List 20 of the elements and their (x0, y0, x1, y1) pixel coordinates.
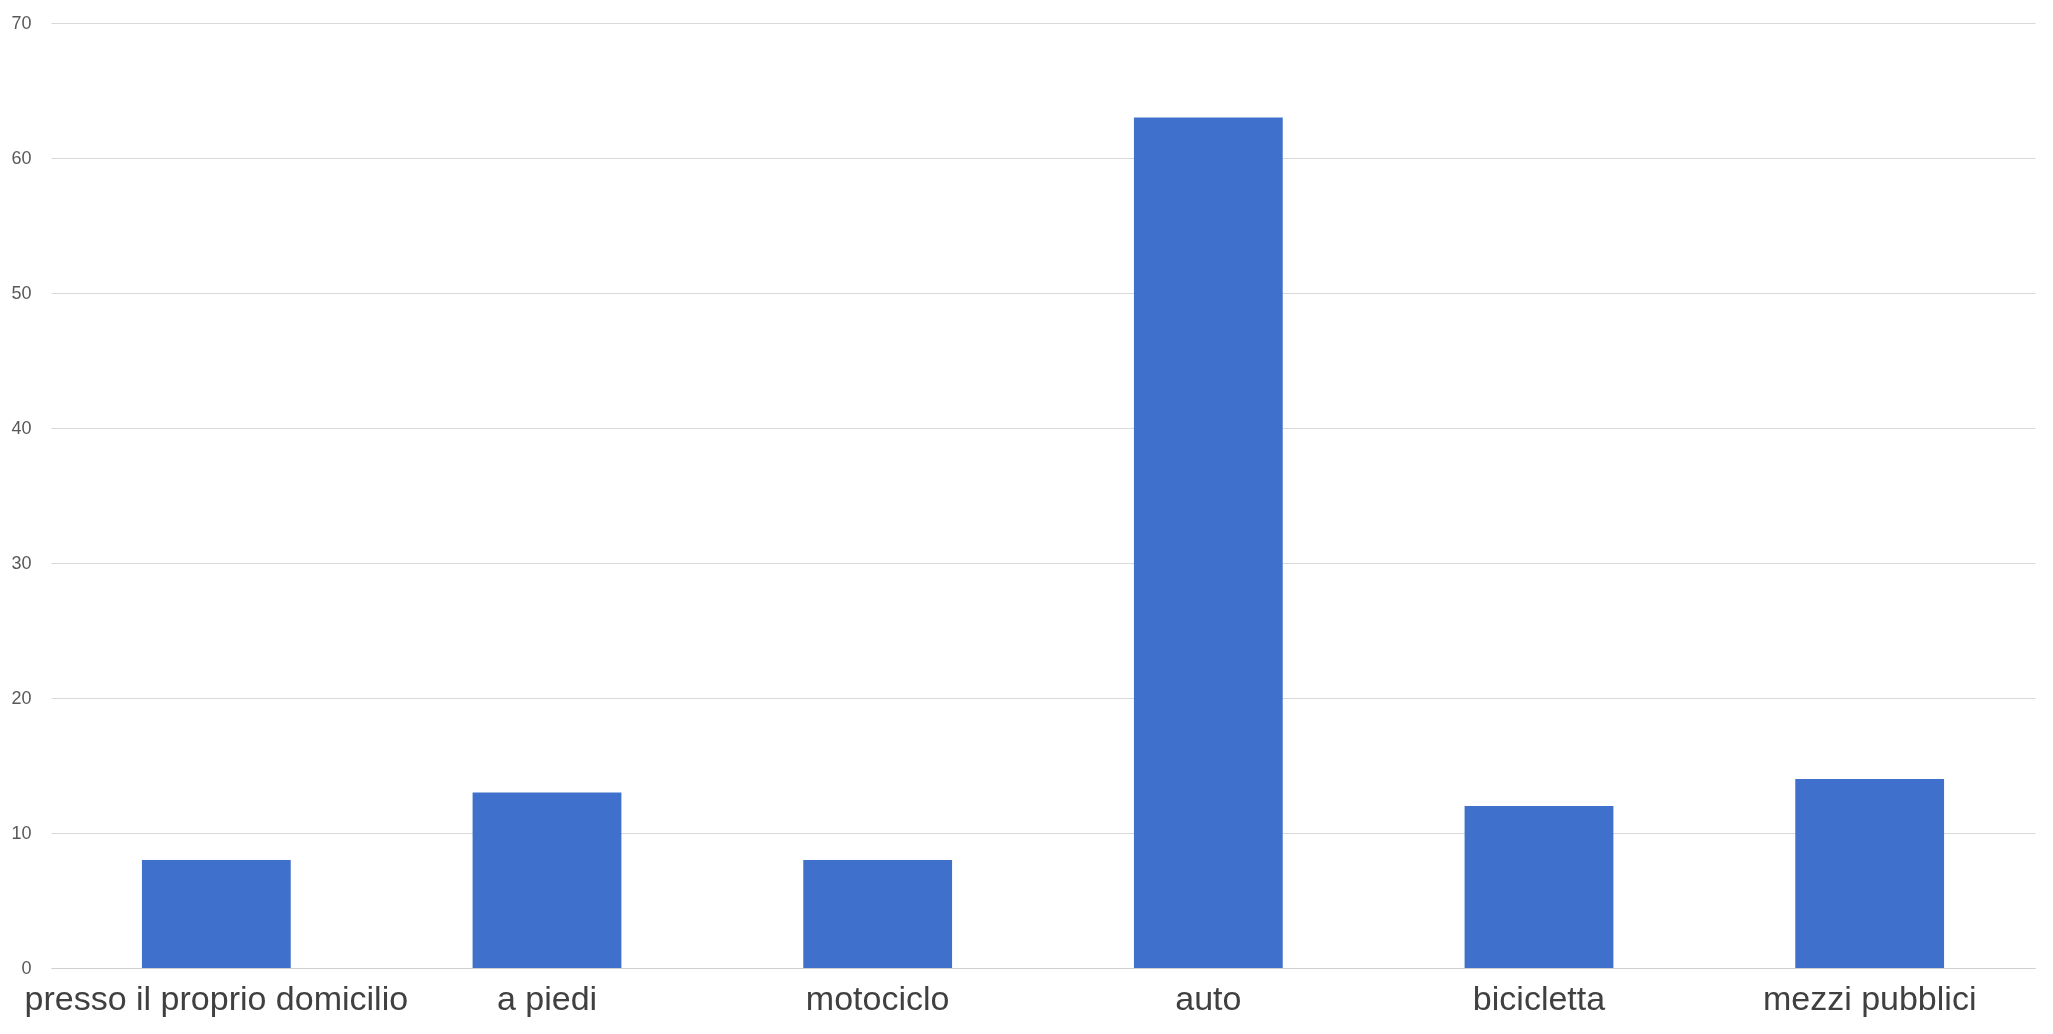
y-tick-label: 70 (11, 12, 32, 33)
bar (141, 860, 291, 968)
x-tick-label: bicicletta (1472, 978, 1606, 1017)
y-tick-label: 0 (21, 957, 32, 978)
bar (803, 860, 953, 968)
bar (472, 792, 622, 968)
x-tick-label: a piedi (496, 978, 598, 1017)
x-tick-label: mezzi pubblici (1762, 978, 1977, 1017)
bar (1464, 806, 1614, 968)
y-tick-label: 30 (11, 552, 32, 573)
x-tick-label: motociclo (805, 978, 950, 1017)
bar (1795, 779, 1945, 968)
y-tick-label: 20 (11, 687, 32, 708)
y-tick-label: 60 (11, 147, 32, 168)
x-tick-label: presso il proprio domicilio (24, 978, 409, 1017)
y-tick-label: 40 (11, 417, 32, 438)
x-tick-label: auto (1175, 978, 1242, 1017)
y-tick-label: 10 (11, 822, 32, 843)
bar (1133, 117, 1283, 968)
y-tick-label: 50 (11, 282, 32, 303)
